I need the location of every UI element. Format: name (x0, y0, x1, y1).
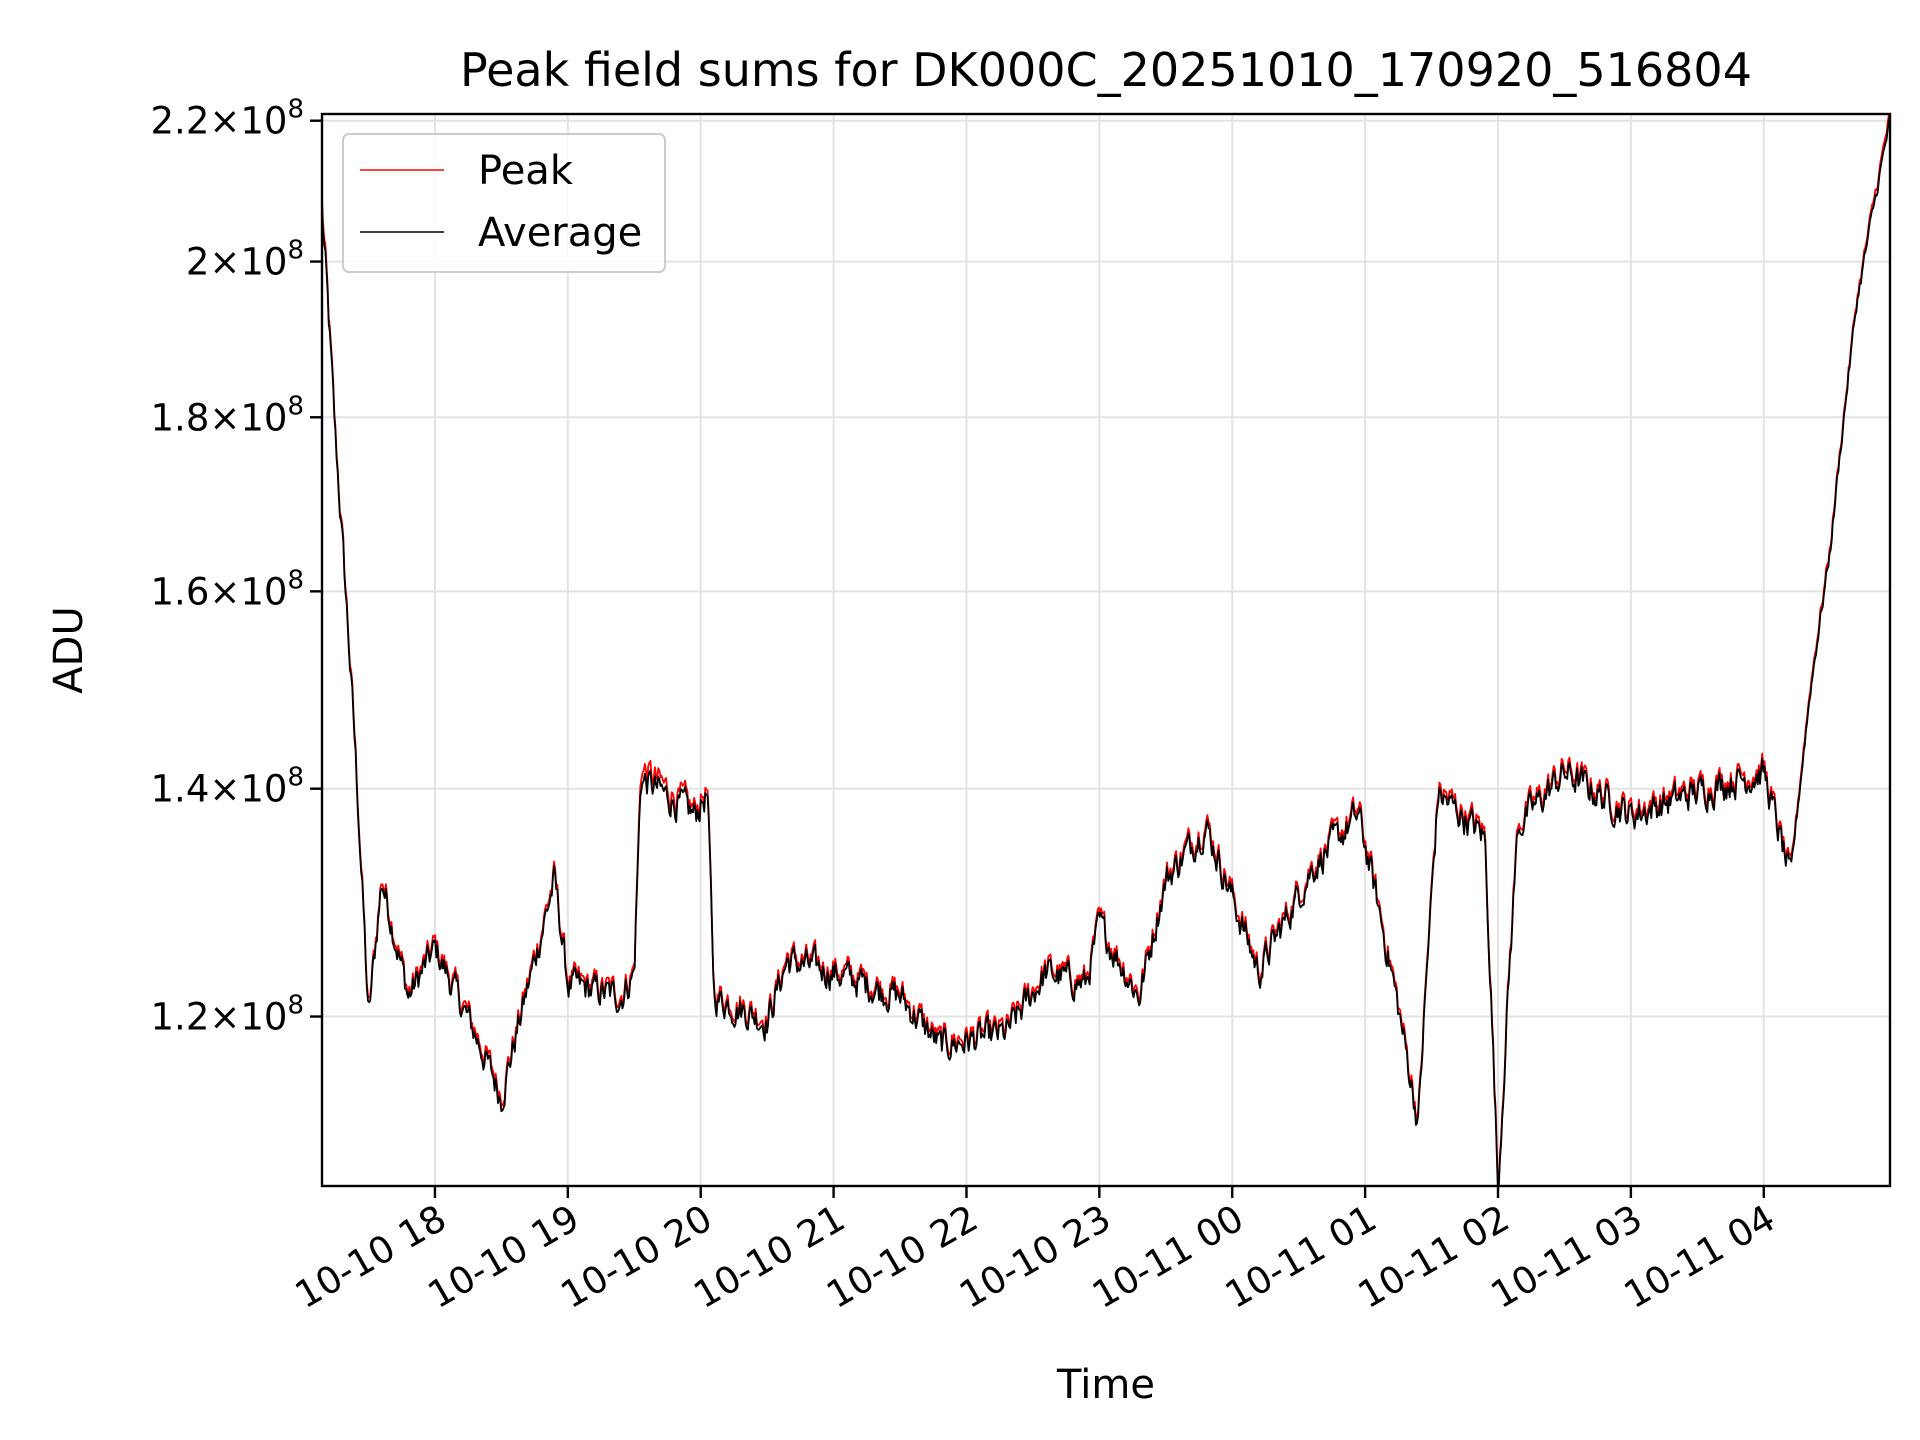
legend-label-average: Average (478, 210, 642, 256)
plot-frame (320, 112, 1892, 1188)
y-tick-label: 1.2×108 (151, 991, 304, 1039)
y-axis-label: ADU (46, 606, 92, 693)
legend-box (342, 133, 666, 273)
y-tick-label: 2×108 (186, 236, 304, 284)
x-axis-label: Time (1056, 1362, 1155, 1408)
legend-label-peak: Peak (478, 148, 574, 194)
y-tick-label: 1.8×108 (151, 391, 304, 439)
series-layer (321, 113, 1891, 1187)
x-gridlines (433, 114, 1765, 1186)
y-tick-label: 1.6×108 (151, 565, 304, 613)
legend: Peak Average (342, 133, 666, 273)
chart-title: Peak field sums for DK000C_20251010_1709… (460, 43, 1752, 97)
series-average (321, 114, 1891, 1187)
y-tick-label: 2.2×108 (151, 95, 304, 143)
series-line-average (321, 114, 1891, 1187)
y-tick-label: 1.4×108 (151, 763, 304, 811)
y-axis-ticks: 1.2×108 1.4×108 1.6×108 1.8×108 2×108 2.2×108 (151, 95, 322, 1039)
